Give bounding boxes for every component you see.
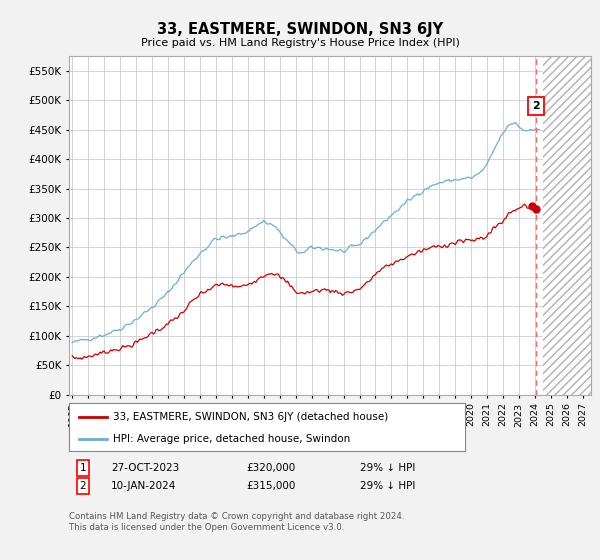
Text: 33, EASTMERE, SWINDON, SN3 6JY: 33, EASTMERE, SWINDON, SN3 6JY — [157, 22, 443, 38]
Text: 1: 1 — [79, 463, 86, 473]
Text: £315,000: £315,000 — [246, 481, 295, 491]
Text: £320,000: £320,000 — [246, 463, 295, 473]
Text: 29% ↓ HPI: 29% ↓ HPI — [360, 463, 415, 473]
Text: Contains HM Land Registry data © Crown copyright and database right 2024.
This d: Contains HM Land Registry data © Crown c… — [69, 512, 404, 532]
Text: 2: 2 — [532, 101, 539, 111]
Text: 29% ↓ HPI: 29% ↓ HPI — [360, 481, 415, 491]
Text: 33, EASTMERE, SWINDON, SN3 6JY (detached house): 33, EASTMERE, SWINDON, SN3 6JY (detached… — [113, 412, 388, 422]
Text: 10-JAN-2024: 10-JAN-2024 — [111, 481, 176, 491]
Text: Price paid vs. HM Land Registry's House Price Index (HPI): Price paid vs. HM Land Registry's House … — [140, 38, 460, 48]
Text: 27-OCT-2023: 27-OCT-2023 — [111, 463, 179, 473]
Text: HPI: Average price, detached house, Swindon: HPI: Average price, detached house, Swin… — [113, 434, 350, 444]
Text: 2: 2 — [79, 481, 86, 491]
